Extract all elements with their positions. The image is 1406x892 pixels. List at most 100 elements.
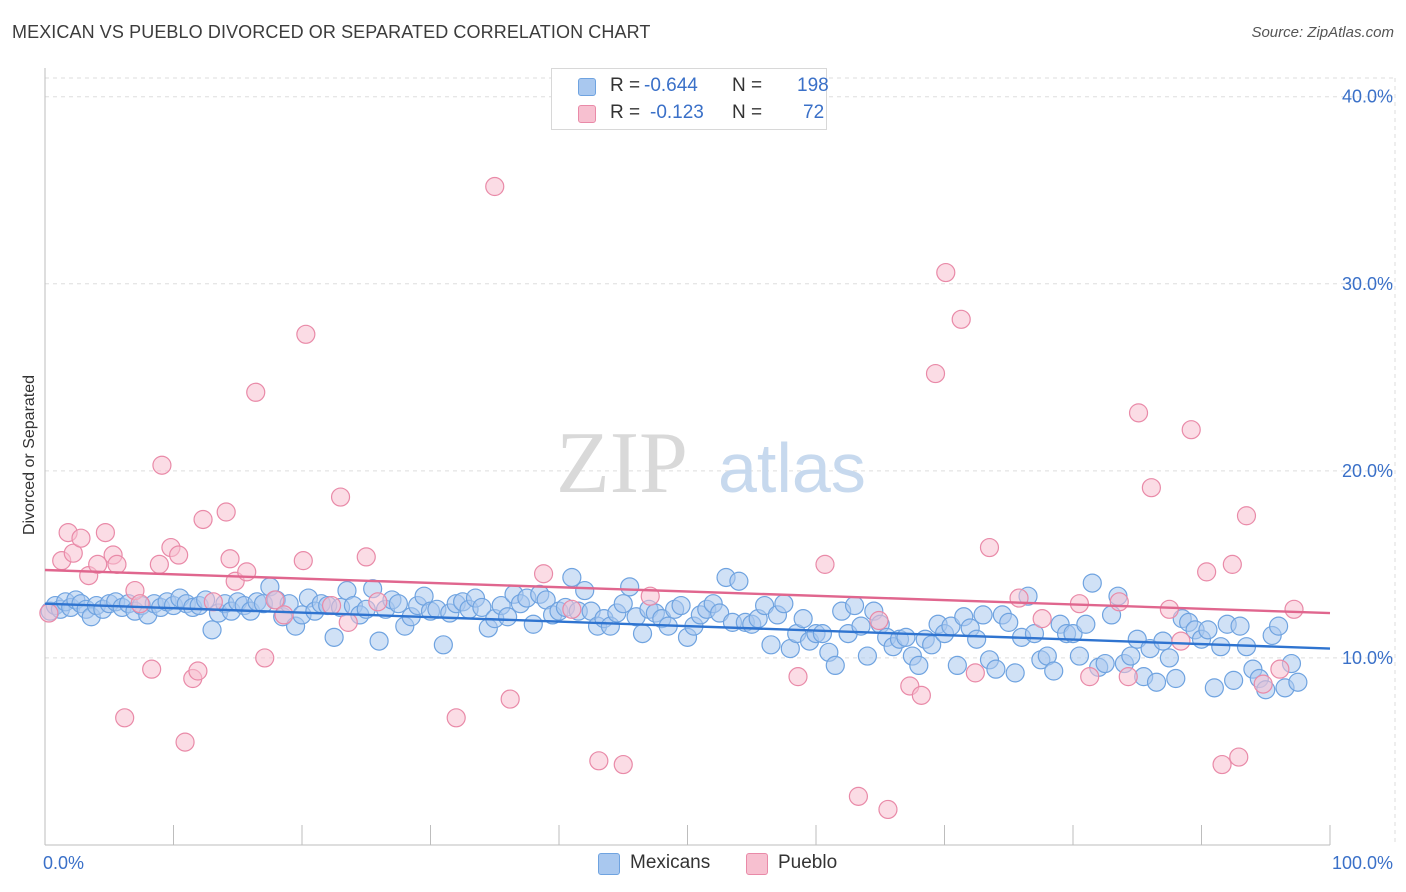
- point-pueblo: [1284, 599, 1304, 619]
- point-mexicans: [433, 635, 453, 655]
- y-tick-label: 10.0%: [1342, 648, 1393, 668]
- point-pueblo: [1270, 659, 1290, 679]
- point-mexicans: [947, 655, 967, 676]
- point-mexicans: [1166, 668, 1186, 689]
- point-pueblo: [356, 547, 376, 567]
- point-mexicans: [844, 595, 865, 616]
- watermark-zip: ZIP: [556, 415, 688, 512]
- point-mexicans: [1005, 663, 1025, 683]
- point-pueblo: [1253, 674, 1273, 694]
- point-pueblo: [1159, 599, 1179, 619]
- point-pueblo: [1197, 562, 1217, 582]
- point-pueblo: [330, 487, 351, 507]
- point-pueblo: [1080, 667, 1100, 687]
- trend-lines: [44, 568, 1331, 650]
- point-pueblo: [925, 363, 946, 384]
- point-pueblo: [296, 324, 316, 344]
- point-mexicans: [1044, 661, 1064, 681]
- point-pueblo: [1171, 631, 1191, 651]
- point-mexicans: [1069, 646, 1090, 666]
- point-pueblo: [936, 262, 956, 283]
- point-mexicans: [1127, 629, 1147, 649]
- point-pueblo: [1212, 754, 1232, 775]
- point-mexicans: [896, 627, 916, 647]
- point-pueblo: [142, 659, 162, 679]
- point-mexicans: [1204, 678, 1224, 698]
- point-mexicans: [754, 595, 775, 616]
- axes: [44, 68, 1331, 846]
- point-mexicans: [324, 627, 344, 647]
- point-pueblo: [63, 543, 83, 563]
- point-mexicans: [1095, 653, 1115, 674]
- point-mexicans: [1153, 631, 1173, 651]
- bottom-legend-label-mexicans: Mexicans: [630, 852, 711, 873]
- y-tick-label: 30.0%: [1342, 274, 1393, 294]
- legend-r-value: -0.123: [650, 102, 704, 123]
- point-mexicans: [1076, 614, 1096, 634]
- point-pueblo: [911, 685, 931, 705]
- point-mexicans: [909, 655, 929, 676]
- point-mexicans: [1288, 672, 1308, 692]
- point-mexicans: [851, 616, 871, 636]
- point-mexicans: [1211, 637, 1231, 657]
- point-pueblo: [265, 590, 285, 610]
- point-mexicans: [729, 571, 749, 591]
- point-mexicans: [523, 614, 543, 634]
- point-pueblo: [338, 612, 358, 632]
- point-pueblo: [1128, 403, 1149, 423]
- point-mexicans: [575, 580, 595, 601]
- point-pueblo: [188, 661, 208, 681]
- point-pueblo: [1032, 609, 1052, 629]
- point-mexicans: [620, 577, 640, 597]
- point-pueblo: [152, 455, 172, 475]
- legend-r-label: R =: [610, 102, 641, 123]
- point-pueblo: [293, 551, 313, 571]
- y-tick-label: 20.0%: [1342, 461, 1393, 481]
- point-mexicans: [761, 635, 781, 655]
- point-pueblo: [1109, 592, 1129, 612]
- point-pueblo: [878, 799, 898, 820]
- point-mexicans: [812, 624, 833, 644]
- point-pueblo: [1009, 588, 1029, 608]
- y-tick-label: 40.0%: [1342, 87, 1393, 107]
- point-pueblo: [613, 754, 633, 775]
- bottom-legend-label-pueblo: Pueblo: [778, 852, 838, 873]
- trend-line-mexicans: [44, 602, 1331, 650]
- point-pueblo: [88, 554, 108, 574]
- bottom-legend-swatch-mexicans: [598, 853, 620, 875]
- point-pueblo: [788, 667, 808, 687]
- x-tick-label-min: 0.0%: [43, 853, 84, 873]
- point-mexicans: [999, 612, 1019, 632]
- point-mexicans: [1082, 573, 1102, 593]
- point-pueblo: [1222, 554, 1242, 574]
- point-pueblo: [815, 554, 835, 574]
- point-mexicans: [1159, 648, 1179, 668]
- point-pueblo: [1141, 478, 1161, 498]
- point-mexicans: [613, 594, 633, 614]
- point-pueblo: [149, 554, 169, 574]
- point-pueblo: [1181, 420, 1201, 440]
- point-pueblo: [237, 562, 257, 582]
- point-mexicans: [1230, 616, 1250, 636]
- point-mexicans: [857, 646, 878, 666]
- legend-n-value: 198: [797, 75, 829, 96]
- source-label: Source: ZipAtlas.com: [1251, 24, 1394, 41]
- points: [39, 176, 1308, 820]
- point-pueblo: [203, 592, 223, 612]
- point-mexicans: [388, 594, 408, 614]
- point-mexicans: [632, 624, 653, 644]
- point-mexicans: [825, 655, 845, 676]
- point-pueblo: [869, 610, 889, 631]
- point-pueblo: [589, 751, 609, 771]
- point-mexicans: [1198, 620, 1218, 640]
- point-mexicans: [498, 607, 518, 627]
- point-pueblo: [562, 599, 582, 619]
- y-axis-title: Divorced or Separated: [21, 375, 38, 535]
- legend-n-label: N =: [732, 102, 763, 123]
- point-pueblo: [71, 528, 91, 548]
- point-pueblo: [107, 554, 127, 574]
- point-pueblo: [220, 549, 240, 569]
- point-pueblo: [39, 603, 59, 623]
- legend-n-value: 72: [803, 102, 825, 123]
